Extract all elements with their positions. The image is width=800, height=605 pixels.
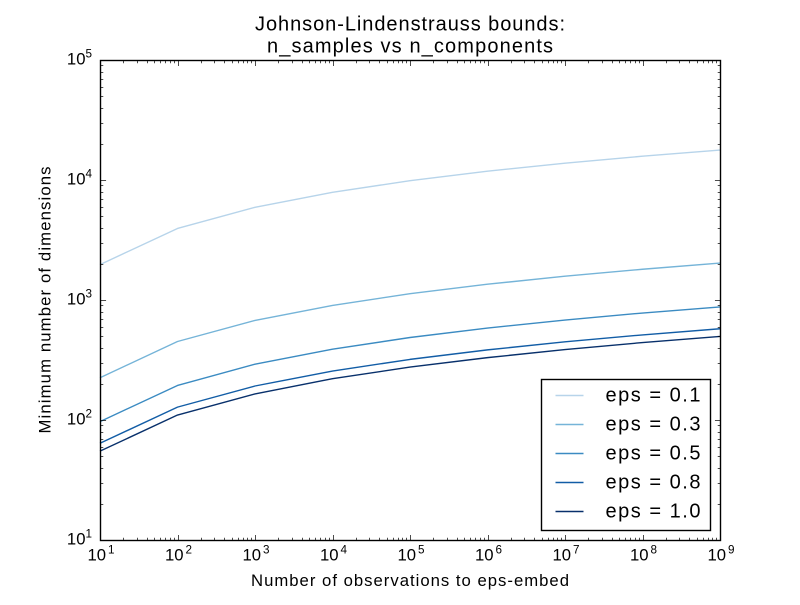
svg-text:eps = 0.1: eps = 0.1	[606, 385, 701, 407]
svg-text:eps = 1.0: eps = 1.0	[606, 501, 701, 523]
svg-text:Minimum number of dimensions: Minimum number of dimensions	[36, 167, 55, 434]
svg-text:n_samples vs n_components: n_samples vs n_components	[267, 36, 553, 58]
svg-text:eps = 0.3: eps = 0.3	[606, 414, 701, 436]
svg-text:eps = 0.8: eps = 0.8	[606, 472, 701, 494]
svg-text:Number of observations to eps-: Number of observations to eps-embed	[251, 571, 569, 590]
svg-text:Johnson-Lindenstrauss bounds:: Johnson-Lindenstrauss bounds:	[255, 14, 565, 36]
svg-text:eps = 0.5: eps = 0.5	[606, 443, 701, 465]
